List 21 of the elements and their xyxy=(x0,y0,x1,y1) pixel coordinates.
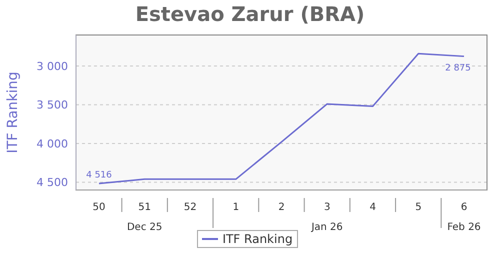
x-tick-label: 5 xyxy=(415,202,422,213)
y-tick-label: 3 500 xyxy=(36,98,68,112)
x-tick-label: 1 xyxy=(232,202,240,213)
x-tick-label: 2 xyxy=(278,202,285,213)
legend-label: ITF Ranking xyxy=(197,230,298,248)
data-label: 2 875 xyxy=(445,63,471,74)
y-axis-title: ITF Ranking xyxy=(4,72,21,154)
chart-title: Estevao Zarur (BRA) xyxy=(134,2,366,26)
text: Feb 26 xyxy=(447,222,481,233)
text: Jan 26 xyxy=(310,222,343,233)
y-tick-label: 3 000 xyxy=(36,60,68,73)
x-tick-label: 3 xyxy=(324,202,330,213)
x-tick-label: 50 xyxy=(92,202,106,213)
y-tick-label: 4 500 xyxy=(36,176,68,190)
x-tick-label: 6 xyxy=(460,202,468,213)
data-label: 4 516 xyxy=(86,170,112,180)
x-tick-label: 52 xyxy=(184,202,197,213)
x-tick-label: 4 xyxy=(370,202,376,213)
x-tick-label: 51 xyxy=(138,202,151,213)
text: Dec 25 xyxy=(126,222,162,233)
y-tick-label: 4 000 xyxy=(36,137,68,150)
